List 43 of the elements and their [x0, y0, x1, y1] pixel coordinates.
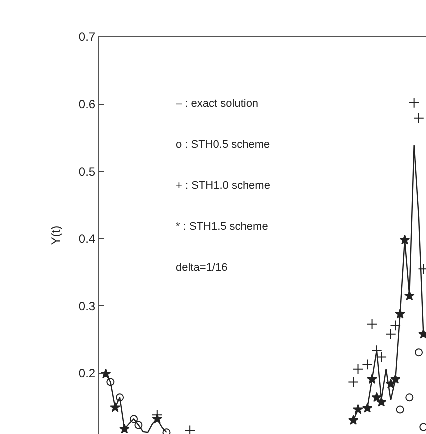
annotation: + : STH1.0 scheme: [176, 180, 270, 192]
point: [130, 415, 138, 424]
point: [352, 364, 364, 375]
point: [110, 402, 121, 412]
point: [106, 378, 115, 386]
y-axis-title: Y(t): [49, 226, 64, 246]
y-tick-label: 0.6: [78, 97, 96, 112]
point: [396, 406, 404, 414]
point: [386, 329, 396, 340]
point: [414, 348, 423, 357]
point: [414, 113, 424, 124]
y-tick-label: 0.3: [78, 299, 96, 314]
point: [348, 376, 359, 388]
point: [362, 359, 374, 370]
point: [152, 414, 163, 424]
annotation: o : STH0.5 scheme: [176, 139, 270, 151]
y-tick-label: 0.7: [78, 30, 96, 44]
point: [390, 374, 401, 384]
point: [100, 368, 112, 379]
y-tick-label: 0.5: [78, 164, 96, 179]
y-tick-label: 0.2: [78, 366, 96, 381]
point: [404, 290, 415, 301]
point: [353, 404, 364, 414]
point: [386, 378, 396, 389]
point: [348, 415, 359, 425]
point: [362, 403, 373, 413]
point: [366, 318, 378, 330]
point: [400, 234, 410, 245]
point: [134, 421, 143, 430]
point: [116, 394, 124, 402]
point: [184, 425, 196, 434]
point: [408, 98, 420, 108]
annotation: delta=1/16: [176, 262, 228, 274]
point: [367, 374, 378, 384]
y-tick-label: 0.4: [78, 232, 96, 246]
annotation: * : STH1.5 scheme: [176, 221, 268, 233]
point: [372, 392, 382, 402]
point: [390, 320, 402, 332]
point: [395, 308, 406, 319]
point: [406, 394, 414, 402]
point: [376, 396, 387, 407]
point: [120, 424, 130, 434]
annotation: – : exact solution: [176, 98, 259, 110]
